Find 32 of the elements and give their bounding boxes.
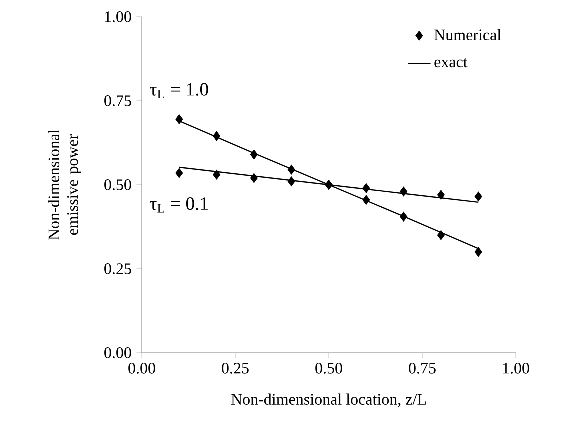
y-tick-label: 0.00 — [104, 348, 132, 358]
y-tick-label: 0.75 — [104, 96, 132, 106]
x-tick-label: 0.25 — [222, 363, 249, 374]
point — [213, 131, 221, 142]
point — [437, 230, 445, 240]
point — [474, 192, 482, 202]
x-tick-label: 1.00 — [503, 363, 530, 374]
point — [250, 173, 258, 184]
y-tick-label: 0.50 — [104, 180, 132, 190]
annotation: τ$_{L}$ = 1.0 — [150, 83, 208, 99]
point — [250, 150, 258, 160]
point — [176, 168, 184, 178]
x-tick-label: 0.75 — [409, 363, 436, 374]
y-tick-label: 1.00 — [105, 12, 132, 22]
point — [288, 176, 296, 187]
point — [474, 247, 482, 258]
point — [288, 164, 296, 175]
y-axis-title: Non-dimensional emissive power — [48, 130, 82, 240]
point — [213, 170, 221, 180]
point — [362, 195, 370, 206]
y-tick-label: 0.25 — [104, 264, 132, 274]
x-tick-label: 0.50 — [316, 363, 342, 374]
legend-label: exact — [434, 58, 468, 68]
point — [400, 212, 408, 222]
point — [362, 183, 370, 194]
x-axis-title: Non-dimensional location, z/L — [231, 394, 426, 408]
point — [437, 190, 445, 200]
legend-label: Numerical — [434, 29, 502, 41]
point — [176, 114, 184, 124]
annotation: τ$_{L}$ = 0.1 — [150, 197, 208, 213]
point — [400, 186, 408, 197]
x-tick-label: 0.00 — [128, 363, 156, 374]
